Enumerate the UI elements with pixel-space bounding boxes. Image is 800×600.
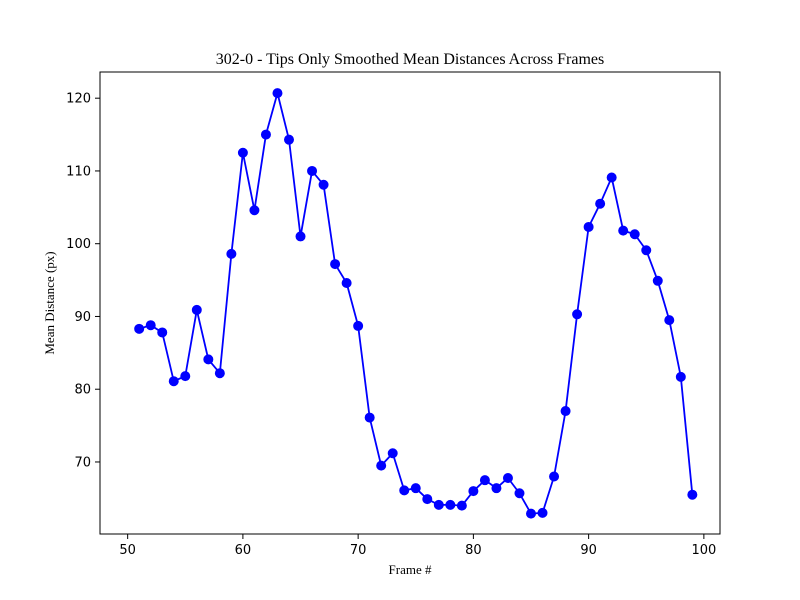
data-point [191, 304, 202, 315]
data-point [226, 248, 237, 259]
data-point [422, 494, 433, 505]
data-point [433, 499, 444, 510]
data-point [330, 259, 341, 270]
data-point [549, 471, 560, 482]
data-point [284, 134, 294, 145]
y-tick-label: 120 [66, 92, 91, 107]
axes-frame [99, 71, 721, 535]
y-tick-label: 80 [74, 383, 91, 398]
data-point [180, 371, 191, 382]
data-point [318, 179, 329, 190]
data-point [652, 275, 663, 286]
data-point [618, 225, 629, 236]
data-point [595, 198, 606, 209]
data-point [387, 448, 398, 459]
chart-title: 302-0 - Tips Only Smoothed Mean Distance… [216, 51, 604, 68]
data-point [214, 368, 225, 379]
y-axis-label: Mean Distance (px) [42, 251, 57, 354]
data-point [203, 354, 214, 365]
x-tick-label: 100 [691, 543, 716, 558]
y-tick-label: 90 [74, 310, 91, 325]
data-point [307, 165, 318, 176]
data-point [249, 205, 260, 216]
data-point [675, 371, 686, 382]
data-point [445, 499, 456, 510]
data-point [514, 488, 525, 499]
data-point [341, 277, 352, 288]
data-point [479, 475, 490, 486]
data-point [353, 320, 364, 331]
x-tick-label: 50 [119, 543, 136, 558]
data-point [295, 231, 306, 242]
data-point [399, 485, 410, 496]
data-point [364, 412, 375, 423]
data-point [606, 172, 617, 183]
data-point [157, 327, 168, 338]
data-point [491, 483, 502, 494]
data-point [687, 489, 698, 500]
data-point [502, 472, 513, 483]
axes [99, 71, 721, 535]
y-tick-label: 70 [74, 455, 91, 470]
data-point [468, 486, 479, 497]
y-tick-label: 100 [66, 237, 91, 252]
data-point [526, 508, 536, 519]
data-point [272, 88, 283, 99]
x-tick-label: 60 [235, 543, 252, 558]
y-axis-ticks: 70 80 90 100 110 120 [66, 92, 100, 470]
x-axis-ticks: 50 60 70 80 90 100 [119, 534, 716, 558]
data-point [237, 147, 248, 158]
data-point [410, 483, 421, 494]
x-tick-label: 80 [465, 543, 482, 558]
plot-area [134, 88, 698, 519]
data-point [641, 245, 652, 256]
data-point [664, 315, 675, 326]
data-point [134, 323, 145, 334]
data-point [537, 507, 548, 518]
data-point [629, 229, 640, 240]
data-point [583, 221, 594, 232]
x-tick-label: 90 [580, 543, 597, 558]
data-point [572, 309, 583, 320]
data-point [376, 460, 387, 471]
data-point [145, 320, 156, 331]
y-tick-label: 110 [66, 164, 91, 179]
x-tick-label: 70 [350, 543, 367, 558]
data-point [456, 500, 467, 511]
data-point [560, 406, 571, 417]
data-point [260, 129, 271, 140]
x-axis-label: Frame # [389, 562, 432, 577]
data-point [168, 376, 179, 387]
